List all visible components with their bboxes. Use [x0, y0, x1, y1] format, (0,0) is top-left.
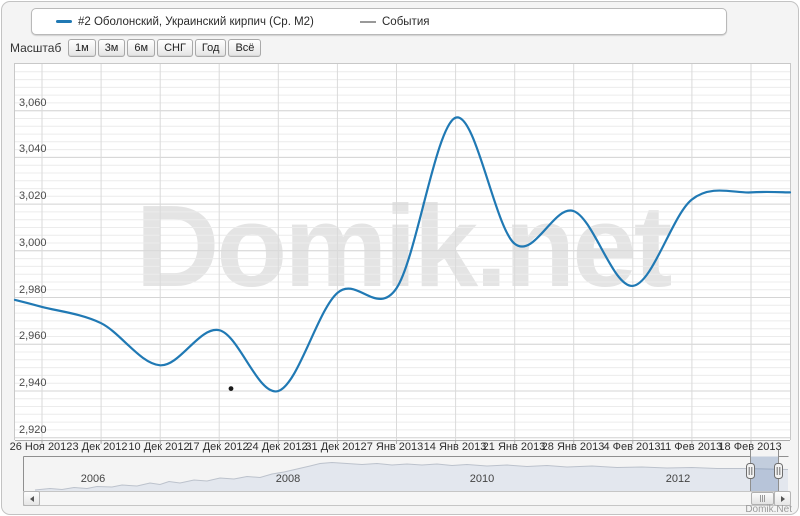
navigator-selected-range[interactable]: [750, 456, 779, 493]
navigator-right-handle[interactable]: [774, 463, 783, 479]
legend-item-events[interactable]: События: [360, 9, 429, 34]
range-button-all[interactable]: Всё: [228, 39, 262, 57]
y-axis-label: 3,000: [19, 237, 47, 249]
navigator-area: [35, 462, 788, 492]
x-axis-label: 4 Фев 2013: [603, 441, 661, 453]
y-axis-label: 2,960: [19, 330, 47, 342]
range-button-1m[interactable]: 1м: [68, 39, 96, 57]
range-button-6m[interactable]: 6м: [127, 39, 156, 57]
x-axis-label: 11 Фев 2013: [659, 441, 723, 453]
arrow-left-icon: [29, 495, 34, 502]
x-axis-label: 14 Янв 2013: [423, 441, 487, 453]
y-axis-label: 2,920: [19, 424, 47, 436]
x-axis-label: 31 Дек 2012: [305, 441, 367, 453]
price-chart-svg[interactable]: [13, 64, 792, 445]
y-axis-label: 2,980: [19, 284, 47, 296]
series-line-icon: [56, 20, 72, 23]
x-axis-label: 17 Дек 2012: [187, 441, 249, 453]
legend-item-series[interactable]: #2 Оболонский, Украинский кирпич (Ср. М2…: [56, 9, 314, 34]
y-axis-label: 2,940: [19, 377, 47, 389]
legend: #2 Оболонский, Украинский кирпич (Ср. М2…: [31, 8, 727, 35]
legend-series-label: #2 Оболонский, Украинский кирпич (Ср. М2…: [78, 15, 314, 28]
navigator[interactable]: [23, 448, 789, 493]
arrow-right-icon: [780, 495, 785, 502]
scrollbar-left-button[interactable]: [23, 491, 40, 506]
navigator-year-label: 2008: [275, 473, 301, 485]
navigator-left-handle[interactable]: [746, 463, 755, 479]
x-axis-label: 7 Янв 2013: [366, 441, 424, 453]
price-line[interactable]: [13, 116, 792, 393]
navigator-year-label: 2006: [80, 473, 106, 485]
plot-area[interactable]: Domik.net 3,060 3,040 3,020 3,000 2,980 2,960…: [13, 63, 792, 444]
range-button-3m[interactable]: 3м: [97, 39, 126, 57]
x-axis-label: 21 Янв 2013: [482, 441, 546, 453]
x-axis-label: 26 Ноя 2012: [9, 441, 73, 453]
x-axis-label: 3 Дек 2012: [72, 441, 128, 453]
scrollbar-right-button[interactable]: [774, 491, 791, 506]
navigator-year-label: 2010: [469, 473, 495, 485]
legend-events-label: События: [382, 15, 430, 28]
navigator-year-label: 2012: [665, 473, 691, 485]
y-axis-label: 3,040: [19, 143, 47, 155]
range-button-1y[interactable]: Год: [194, 39, 227, 57]
scrollbar[interactable]: [23, 491, 791, 506]
y-axis-label: 3,060: [19, 97, 47, 109]
x-axis-label: 28 Янв 2013: [541, 441, 605, 453]
x-axis-label: 24 Дек 2012: [246, 441, 308, 453]
credit-link[interactable]: Domik.Net: [745, 504, 792, 515]
range-selector: 1м 3м 6м СНГ Год Всё: [68, 39, 262, 57]
events-line-icon: [360, 20, 376, 23]
scrollbar-thumb[interactable]: [751, 492, 774, 505]
scale-label: Масштаб: [10, 41, 62, 55]
event-marker[interactable]: [228, 386, 234, 391]
range-button-ytd[interactable]: СНГ: [157, 39, 193, 57]
x-axis-label: 18 Фев 2013: [718, 441, 782, 453]
y-axis-label: 3,020: [19, 190, 47, 202]
x-axis-label: 10 Дек 2012: [128, 441, 190, 453]
